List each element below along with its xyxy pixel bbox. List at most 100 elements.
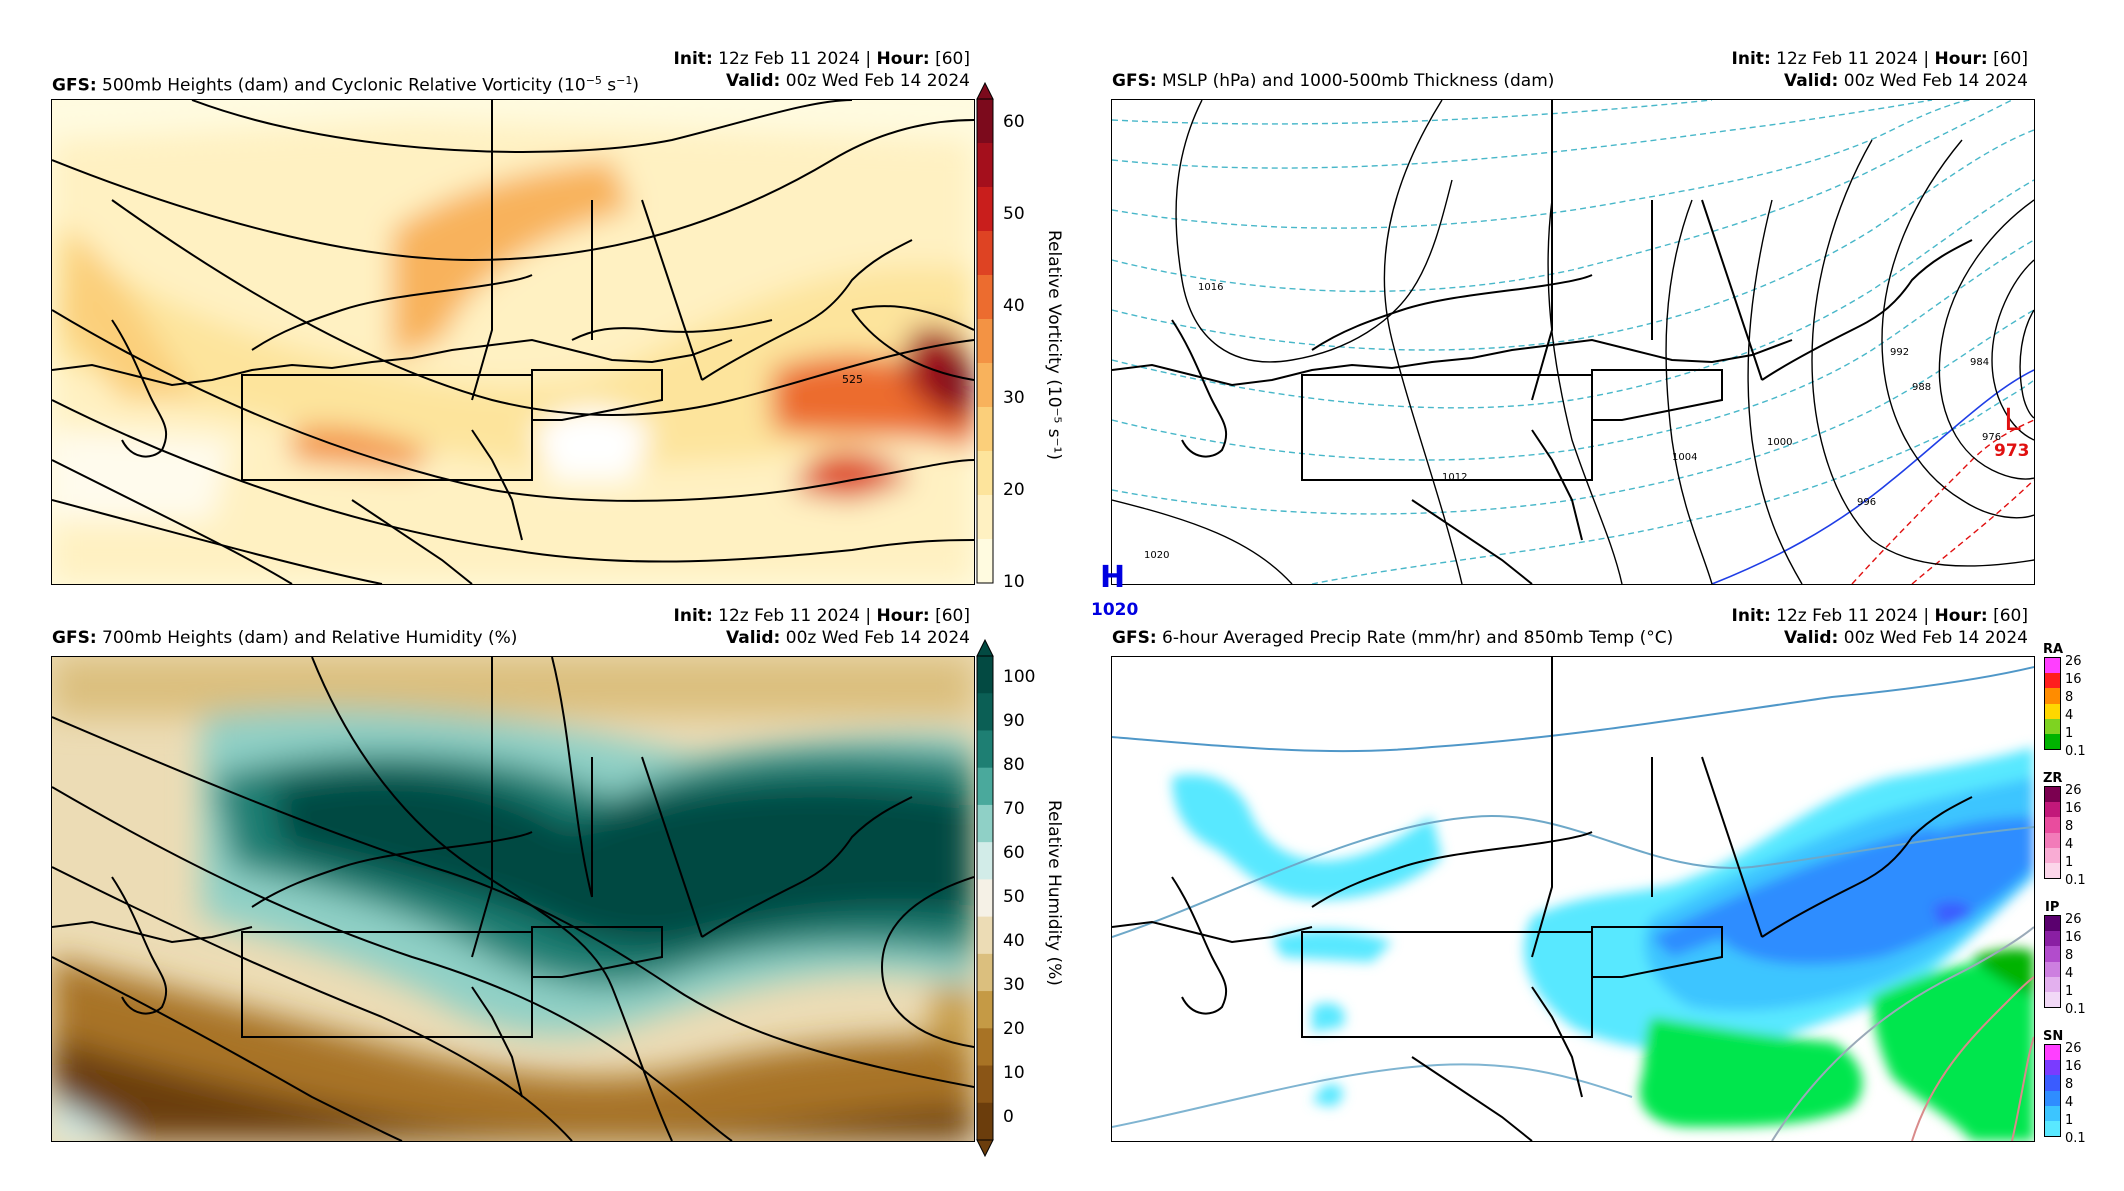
colorbar-segment: [977, 451, 993, 496]
cbar-tick: 30: [1003, 388, 1025, 408]
isobar-label: 1012: [1442, 472, 1467, 483]
ptype-segment: [2045, 1090, 2060, 1106]
colorbar-segment: [977, 693, 993, 731]
colorbar-segment: [977, 842, 993, 880]
ptype-tick: 0.1: [2065, 744, 2086, 759]
cbar-tick: 10: [1003, 572, 1025, 592]
ptype-segment: [2045, 688, 2060, 704]
ptype-segment: [2045, 1120, 2060, 1137]
ptype-tick: 1: [2065, 855, 2074, 870]
ptype-tick: 8: [2065, 1077, 2074, 1092]
isobar-label: 1020: [1144, 550, 1169, 561]
colorbar-segment: [977, 407, 993, 452]
ptype-segment: [2045, 1075, 2060, 1091]
vorticity-colorbar: [976, 81, 994, 584]
ptype-tick: 1: [2065, 984, 2074, 999]
ptype-segment: [2045, 787, 2060, 803]
ptype-segment: [2045, 817, 2060, 833]
colorbar-segment: [977, 916, 993, 955]
high-letter: H: [1100, 560, 1126, 595]
colorbar-segment: [977, 991, 993, 1029]
ptype-tick: 16: [2065, 930, 2082, 945]
rh-map[interactable]: [51, 656, 975, 1142]
vorticity-map[interactable]: 525: [51, 99, 975, 585]
ptype-bar: [2044, 1044, 2061, 1137]
ptype-tick: 4: [2065, 708, 2074, 723]
valid-line: Valid: 00z Wed Feb 14 2024: [1784, 628, 2028, 648]
panel-title: GFS: MSLP (hPa) and 1000-500mb Thickness…: [1112, 71, 1555, 91]
cbar-tick: 30: [1003, 975, 1025, 995]
ptype-tick: 4: [2065, 966, 2074, 981]
colorbar-segment: [977, 879, 993, 918]
ptype-tick: 1: [2065, 726, 2074, 741]
isobar-label: 996: [1857, 497, 1876, 508]
init-line: Init: 12z Feb 11 2024 | Hour: [60]: [673, 49, 970, 69]
colorbar-segment: [977, 539, 993, 584]
colorbar-segment: [977, 99, 993, 144]
ptype-segment: [2045, 718, 2060, 734]
ptype-bar: [2044, 786, 2061, 879]
ptype-segment: [2045, 1045, 2060, 1061]
valid-line: Valid: 00z Wed Feb 14 2024: [726, 628, 970, 648]
ptype-tick: 8: [2065, 948, 2074, 963]
colorbar-segment: [977, 495, 993, 540]
ptype-tick: 0.1: [2065, 873, 2086, 888]
cbar-tick: 40: [1003, 931, 1025, 951]
init-line: Init: 12z Feb 11 2024 | Hour: [60]: [673, 606, 970, 626]
ptype-tick: 16: [2065, 801, 2082, 816]
isobar-label: 988: [1912, 382, 1931, 393]
ptype-label: SN: [2043, 1029, 2064, 1044]
valid-line: Valid: 00z Wed Feb 14 2024: [726, 71, 970, 91]
colorbar-segment: [977, 656, 993, 694]
ptype-tick: 16: [2065, 672, 2082, 687]
ptype-segment: [2045, 961, 2060, 977]
init-line: Init: 12z Feb 11 2024 | Hour: [60]: [1731, 606, 2028, 626]
ptype-tick: 4: [2065, 837, 2074, 852]
cbar-tick: 50: [1003, 887, 1025, 907]
ptype-segment: [2045, 946, 2060, 962]
cbar-tick: 10: [1003, 1063, 1025, 1083]
colorbar-segment: [977, 275, 993, 320]
high-value: 1020: [1091, 600, 1139, 620]
isobar-label: 992: [1890, 347, 1909, 358]
ptype-segment: [2045, 802, 2060, 818]
precip-map[interactable]: [1111, 656, 2035, 1142]
colorbar-segment: [977, 1065, 993, 1104]
ptype-tick: 0.1: [2065, 1131, 2086, 1146]
init-line: Init: 12z Feb 11 2024 | Hour: [60]: [1731, 49, 2028, 69]
cbar-tick: 60: [1003, 843, 1025, 863]
colorbar-label: Relative Humidity (%): [1044, 800, 1064, 986]
colorbar-segment: [977, 804, 993, 843]
ptype-bar: [2044, 915, 2061, 1008]
cbar-tick: 80: [1003, 755, 1025, 775]
ptype-segment: [2045, 1060, 2060, 1076]
ptype-tick: 26: [2065, 1041, 2082, 1056]
cbar-tick: 50: [1003, 204, 1025, 224]
isobar-label: 976: [1982, 432, 2001, 443]
isobar-label: 984: [1970, 357, 1989, 368]
colorbar-segment: [977, 143, 993, 188]
colorbar-segment: [977, 953, 993, 992]
cbar-tick: 90: [1003, 711, 1025, 731]
cbar-tick: 100: [1003, 667, 1036, 687]
cbar-tick: 70: [1003, 799, 1025, 819]
colorbar-label: Relative Vorticity (10⁻⁵ s⁻¹): [1044, 230, 1064, 460]
ptype-segment: [2045, 931, 2060, 947]
colorbar-segment: [977, 1028, 993, 1067]
ptype-bar: [2044, 657, 2061, 750]
ptype-segment: [2045, 673, 2060, 689]
cbar-tick: 40: [1003, 296, 1025, 316]
ptype-segment: [2045, 1105, 2060, 1121]
isobar-label: 1004: [1672, 452, 1697, 463]
isobar-label: 1016: [1198, 282, 1223, 293]
panel-title: GFS: 700mb Heights (dam) and Relative Hu…: [52, 628, 518, 648]
colorbar-segment: [977, 231, 993, 276]
colorbar-segment: [977, 1102, 993, 1141]
panel-title: GFS: 500mb Heights (dam) and Cyclonic Re…: [52, 74, 640, 96]
mslp-map[interactable]: 1016 1020 1012 1004 1000 996 992 988 984…: [1111, 99, 2035, 585]
ptype-segment: [2045, 976, 2060, 992]
ptype-tick: 26: [2065, 654, 2082, 669]
ptype-segment: [2045, 916, 2060, 932]
ptype-tick: 1: [2065, 1113, 2074, 1128]
ptype-tick: 8: [2065, 690, 2074, 705]
